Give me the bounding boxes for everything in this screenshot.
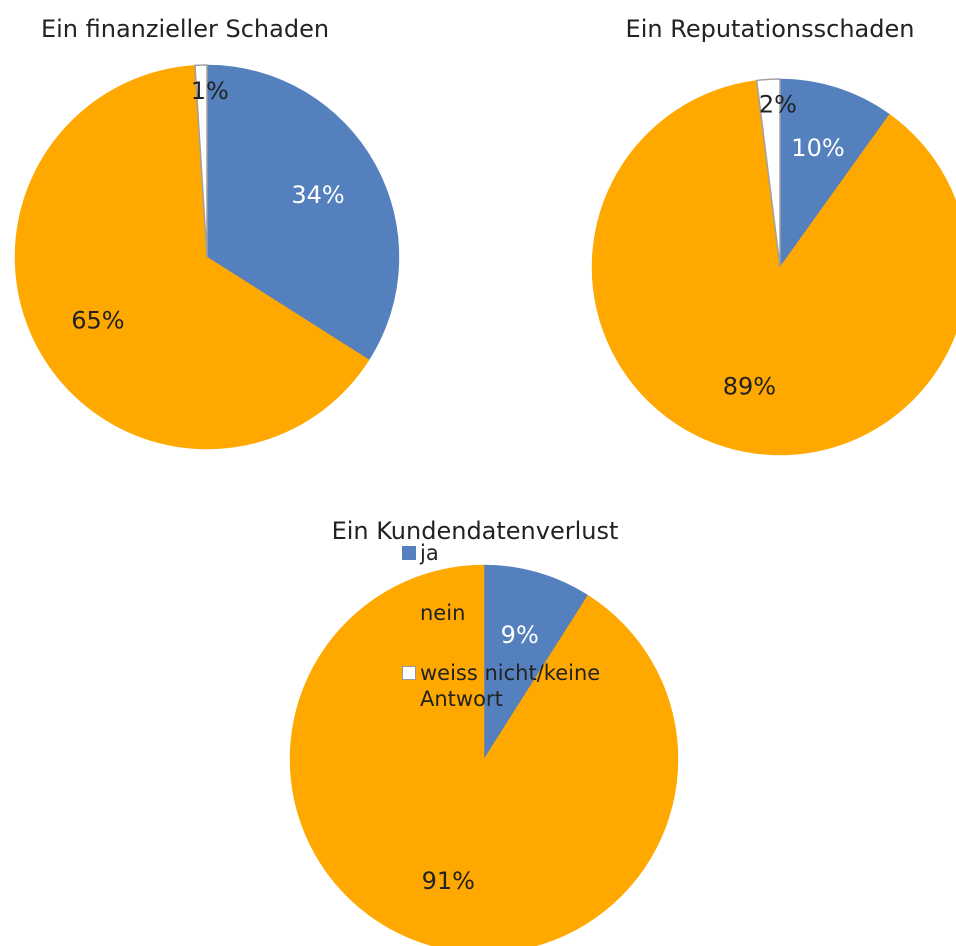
- data-label: 10%: [791, 134, 844, 162]
- legend-item: ja: [402, 540, 642, 566]
- pie-slice: [483, 564, 589, 760]
- pie-slice: [591, 80, 956, 456]
- pie-slice: [755, 78, 781, 268]
- legend-swatch: [402, 606, 416, 620]
- data-label: 9%: [501, 621, 539, 649]
- data-label: 1%: [191, 77, 229, 105]
- pie-slice: [289, 564, 679, 946]
- pie-slice: [14, 65, 370, 450]
- pie-slice: [779, 78, 890, 268]
- data-label: 89%: [723, 372, 776, 400]
- legend-label: weiss nicht/keine Antwort: [420, 661, 601, 711]
- pie-slice: [194, 64, 208, 258]
- legend-label: ja: [420, 541, 439, 565]
- pie-slice: [206, 64, 400, 361]
- chart-title: Ein Kundendatenverlust: [332, 517, 619, 545]
- legend-item: weiss nicht/keine Antwort: [402, 660, 642, 712]
- legend-item: nein: [402, 600, 642, 626]
- data-label: 34%: [291, 181, 344, 209]
- data-label: 91%: [422, 867, 475, 895]
- chart-title: Ein finanzieller Schaden: [41, 15, 329, 43]
- legend: ja nein weiss nicht/keine Antwort: [402, 540, 642, 746]
- data-label: 65%: [71, 307, 124, 335]
- chart-title: Ein Reputationsschaden: [626, 15, 915, 43]
- legend-swatch: [402, 546, 416, 560]
- legend-label: nein: [420, 601, 466, 625]
- data-label: 2%: [759, 91, 797, 119]
- legend-swatch: [402, 666, 416, 680]
